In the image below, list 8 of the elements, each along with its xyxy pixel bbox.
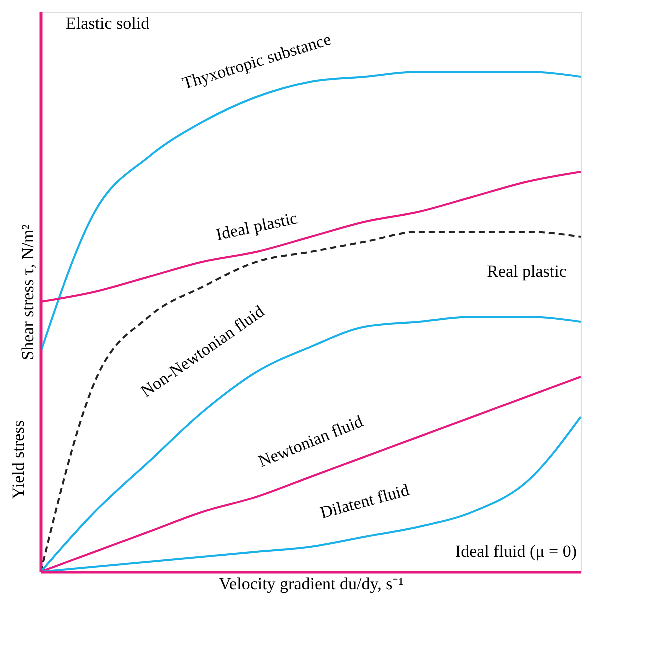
series-label: Real plastic — [487, 262, 568, 281]
text: Dilatent fluid — [318, 480, 412, 522]
text: Yield stress — [9, 420, 28, 500]
y-axis-title: Shear stress τ, N/m² — [18, 224, 38, 360]
text: Elastic solid — [66, 14, 150, 33]
text: Ideal plastic — [214, 208, 300, 244]
x-axis-title: Velocity gradient du/dy, s⁻¹ — [219, 574, 404, 594]
series-label: Ideal fluid (μ = 0) — [455, 542, 578, 561]
